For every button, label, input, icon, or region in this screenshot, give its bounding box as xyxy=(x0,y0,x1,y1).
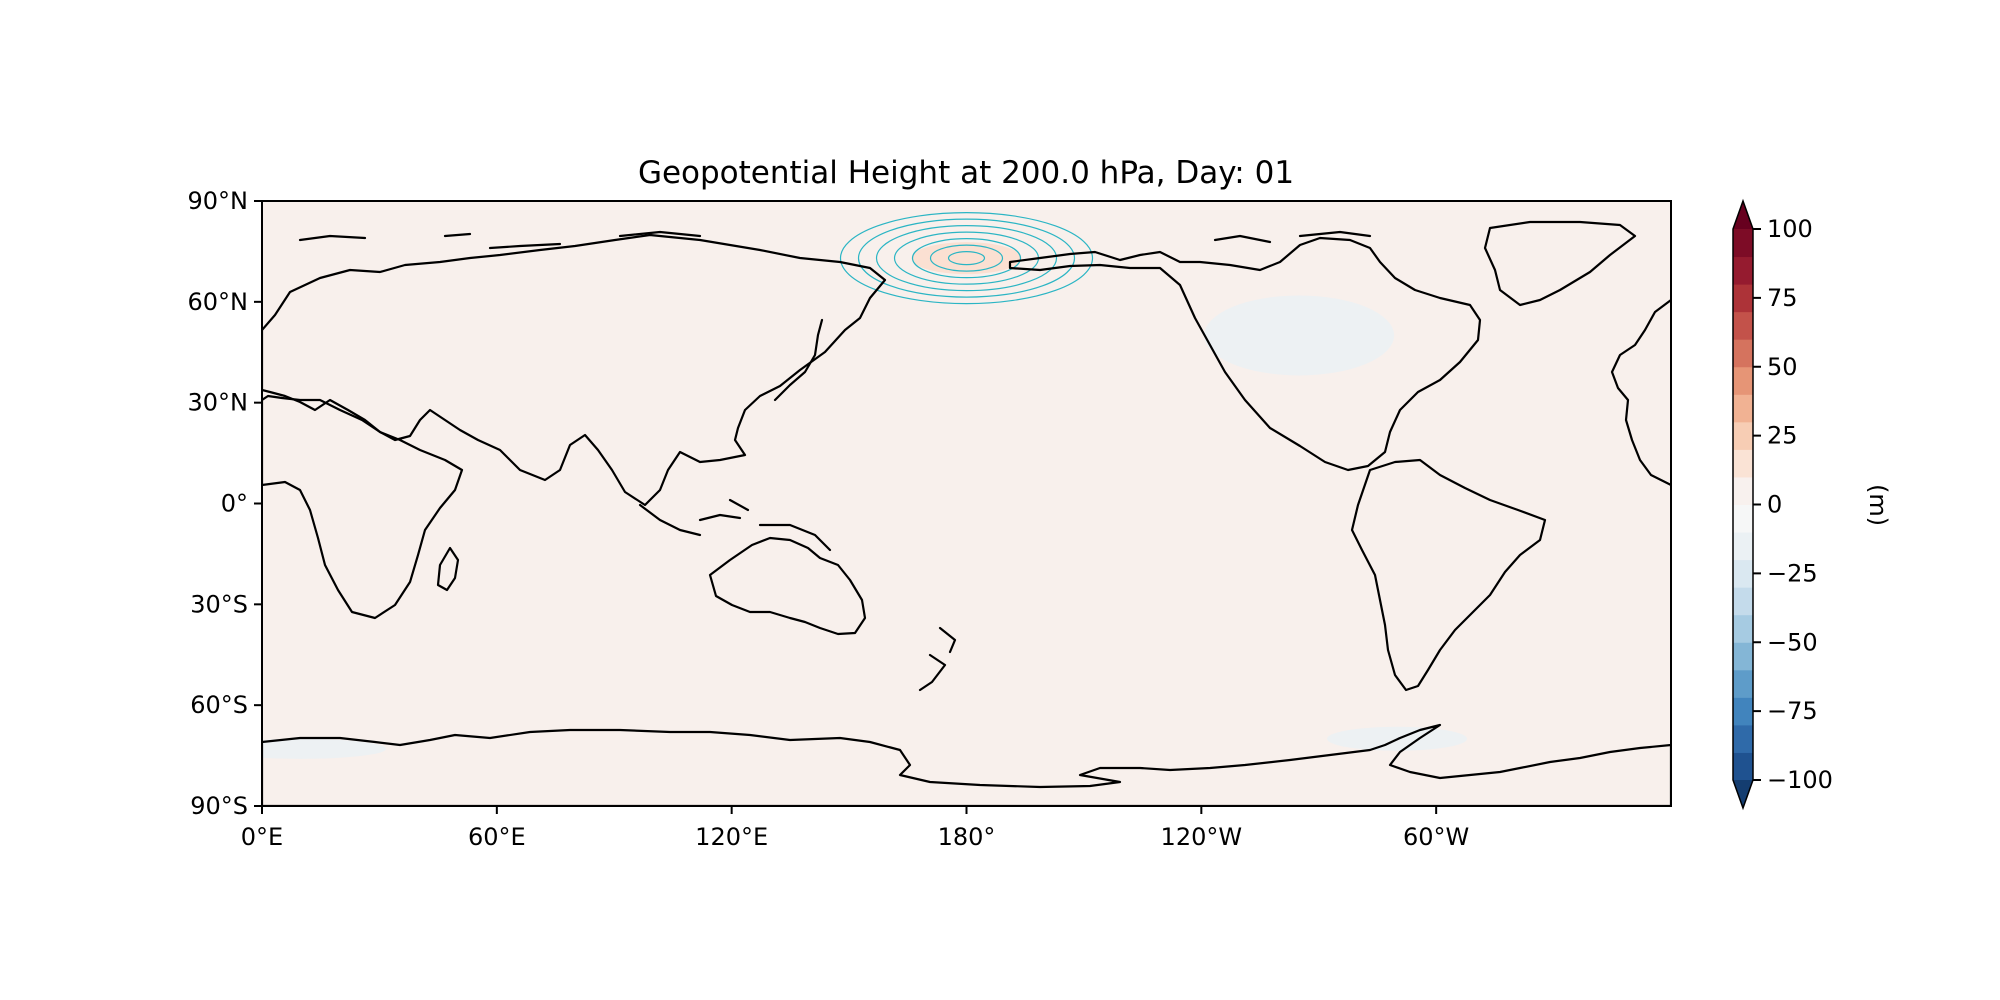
colorbar-tick-label: 75 xyxy=(1767,284,1798,312)
colorbar-segment xyxy=(1733,476,1753,505)
colorbar-segment xyxy=(1733,669,1753,698)
colorbar-segment xyxy=(1733,421,1753,450)
colorbar-segment xyxy=(1733,532,1753,561)
colorbar-tick-label: 50 xyxy=(1767,353,1798,381)
y-tick-label: 60°N xyxy=(188,288,249,316)
map-background xyxy=(262,201,1671,806)
colorbar-segment xyxy=(1733,724,1753,753)
y-tick-label: 30°N xyxy=(188,389,249,417)
colorbar-extend-high xyxy=(1733,201,1753,229)
coastline-indonesia xyxy=(638,498,832,552)
anomaly-region xyxy=(1204,295,1395,376)
map-panel xyxy=(262,201,1671,806)
colorbar-tick-label: 0 xyxy=(1767,491,1782,519)
colorbar-segment xyxy=(1733,449,1753,478)
colorbar-tick-label: −25 xyxy=(1767,559,1818,587)
colorbar-segment xyxy=(1733,504,1753,533)
coastline-europe-west xyxy=(1610,298,1671,487)
colorbar-segment xyxy=(1733,229,1753,258)
coastlines xyxy=(262,220,1671,806)
colorbar-segment xyxy=(1733,614,1753,643)
coastline-greenland xyxy=(1483,220,1637,307)
x-axis: 0°E 60°E 120°E 180° 120°W 60°W xyxy=(241,806,1469,851)
coastline-australia xyxy=(708,536,867,636)
coastline-north-america xyxy=(1008,236,1482,472)
colorbar-tick-label: −75 xyxy=(1767,697,1818,725)
colorbar-tick-label: −100 xyxy=(1767,766,1833,794)
contour-line xyxy=(911,238,1022,279)
colorbar-segment xyxy=(1733,559,1753,588)
coastline-africa xyxy=(262,394,464,620)
colorbar-segment xyxy=(1733,311,1753,340)
anomaly-region xyxy=(262,738,387,759)
coastline-eurasia xyxy=(262,233,887,507)
colorbar-segment xyxy=(1733,394,1753,423)
coastline-new-zealand xyxy=(918,626,957,692)
x-tick-label: 180° xyxy=(938,823,996,851)
colorbar-segment xyxy=(1733,256,1753,285)
colorbar-segment xyxy=(1733,697,1753,726)
coastline-arctic xyxy=(298,230,1372,250)
contour-line xyxy=(839,212,1094,305)
y-tick-label: 30°S xyxy=(190,590,248,618)
y-tick-label: 60°S xyxy=(190,691,248,719)
x-tick-label: 60°E xyxy=(468,823,526,851)
contour-line xyxy=(947,251,986,266)
colorbar-segment xyxy=(1733,284,1753,313)
colorbar-segment xyxy=(1733,366,1753,395)
coastline-south-america xyxy=(1350,458,1547,692)
contour-line xyxy=(929,244,1004,272)
y-axis: 90°N 60°N 30°N 0° 30°S 60°S 90°S xyxy=(188,187,262,820)
x-tick-label: 120°E xyxy=(695,823,768,851)
x-tick-label: 60°W xyxy=(1403,823,1469,851)
colorbar-tick-label: −50 xyxy=(1767,628,1818,656)
y-tick-label: 90°N xyxy=(188,187,249,215)
contour-line xyxy=(857,218,1076,298)
colorbar-tick-label: 100 xyxy=(1767,215,1813,243)
chart-title: Geopotential Height at 200.0 hPa, Day: 0… xyxy=(638,155,1294,191)
colorbar-label: (m) xyxy=(1864,484,1892,526)
anomaly-region xyxy=(911,242,1022,275)
colorbar-segment xyxy=(1733,587,1753,616)
coastline-antarctica xyxy=(262,723,1671,806)
colorbar-segment xyxy=(1733,339,1753,368)
y-tick-label: 0° xyxy=(221,490,248,518)
x-tick-label: 0°E xyxy=(241,823,283,851)
contour-line xyxy=(875,225,1058,292)
colorbar: 100 75 50 25 0 −25 −50 −75 −100 xyxy=(1732,198,1833,811)
coastline-japan xyxy=(773,318,824,402)
colorbar-extend-low xyxy=(1733,780,1753,808)
y-tick-label: 90°S xyxy=(190,792,248,820)
colorbar-segment xyxy=(1733,752,1753,781)
coastline-madagascar xyxy=(436,546,460,592)
colorbar-segment xyxy=(1733,642,1753,671)
x-tick-label: 120°W xyxy=(1161,823,1243,851)
colorbar-tick-label: 25 xyxy=(1767,422,1798,450)
